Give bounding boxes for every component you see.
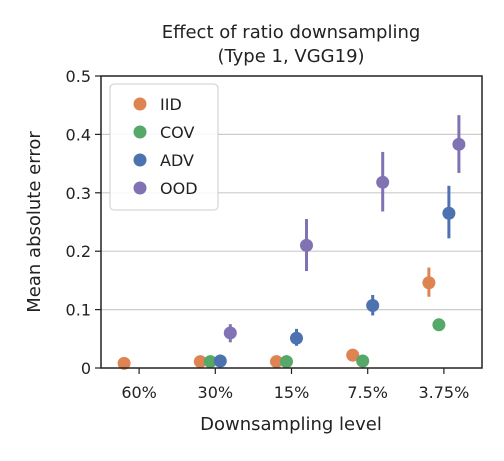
legend-label-adv: ADV <box>160 151 194 170</box>
y-axis-label: Mean absolute error <box>24 131 45 313</box>
iid-point <box>193 355 207 369</box>
cov-point <box>280 355 293 369</box>
y-tick-label: 0.4 <box>66 125 91 144</box>
legend-marker-adv <box>133 153 147 167</box>
iid-point <box>422 276 436 290</box>
data-marks <box>117 115 466 370</box>
ood-point <box>300 238 313 252</box>
x-tick-label: 60% <box>121 383 157 402</box>
cov-point <box>432 318 446 332</box>
x-axis-label: Downsampling level <box>200 414 382 435</box>
x-tick-label: 30% <box>198 383 234 402</box>
adv-point <box>442 206 456 220</box>
chart-title: Effect of ratio downsampling <box>162 22 421 43</box>
y-tick-label: 0.3 <box>66 184 91 203</box>
legend: IID COV ADV OOD <box>109 83 219 211</box>
adv-point <box>290 331 303 345</box>
y-tick-label: 0.5 <box>66 67 91 86</box>
ood-point <box>223 326 237 340</box>
cov-point <box>203 355 217 369</box>
y-tick-label: 0 <box>81 359 91 378</box>
legend-marker-iid <box>133 97 147 111</box>
x-tick-label: 15% <box>274 383 310 402</box>
legend-box <box>109 83 219 211</box>
ood-point <box>452 137 466 151</box>
adv-point <box>213 354 227 368</box>
adv-point <box>366 299 380 313</box>
legend-label-iid: IID <box>160 95 182 114</box>
legend-marker-cov <box>133 125 147 139</box>
legend-label-ood: OOD <box>160 179 198 198</box>
y-tick-label: 0.1 <box>66 301 91 320</box>
x-tick-label: 3.75% <box>418 383 469 402</box>
iid-point <box>117 356 131 370</box>
legend-label-cov: COV <box>160 123 194 142</box>
legend-marker-ood <box>133 181 147 195</box>
iid-point <box>346 348 360 362</box>
y-tick-label: 0.2 <box>66 242 91 261</box>
y-axis-ticks: 0 0.1 0.2 0.3 0.4 0.5 <box>66 67 101 378</box>
x-tick-label: 7.5% <box>347 383 388 402</box>
ood-point <box>376 175 390 189</box>
x-axis-ticks: 60% 30% 15% 7.5% 3.75% <box>121 368 469 402</box>
chart-subtitle: (Type 1, VGG19) <box>217 46 364 67</box>
cov-point <box>356 354 370 368</box>
iid-point <box>270 355 283 369</box>
